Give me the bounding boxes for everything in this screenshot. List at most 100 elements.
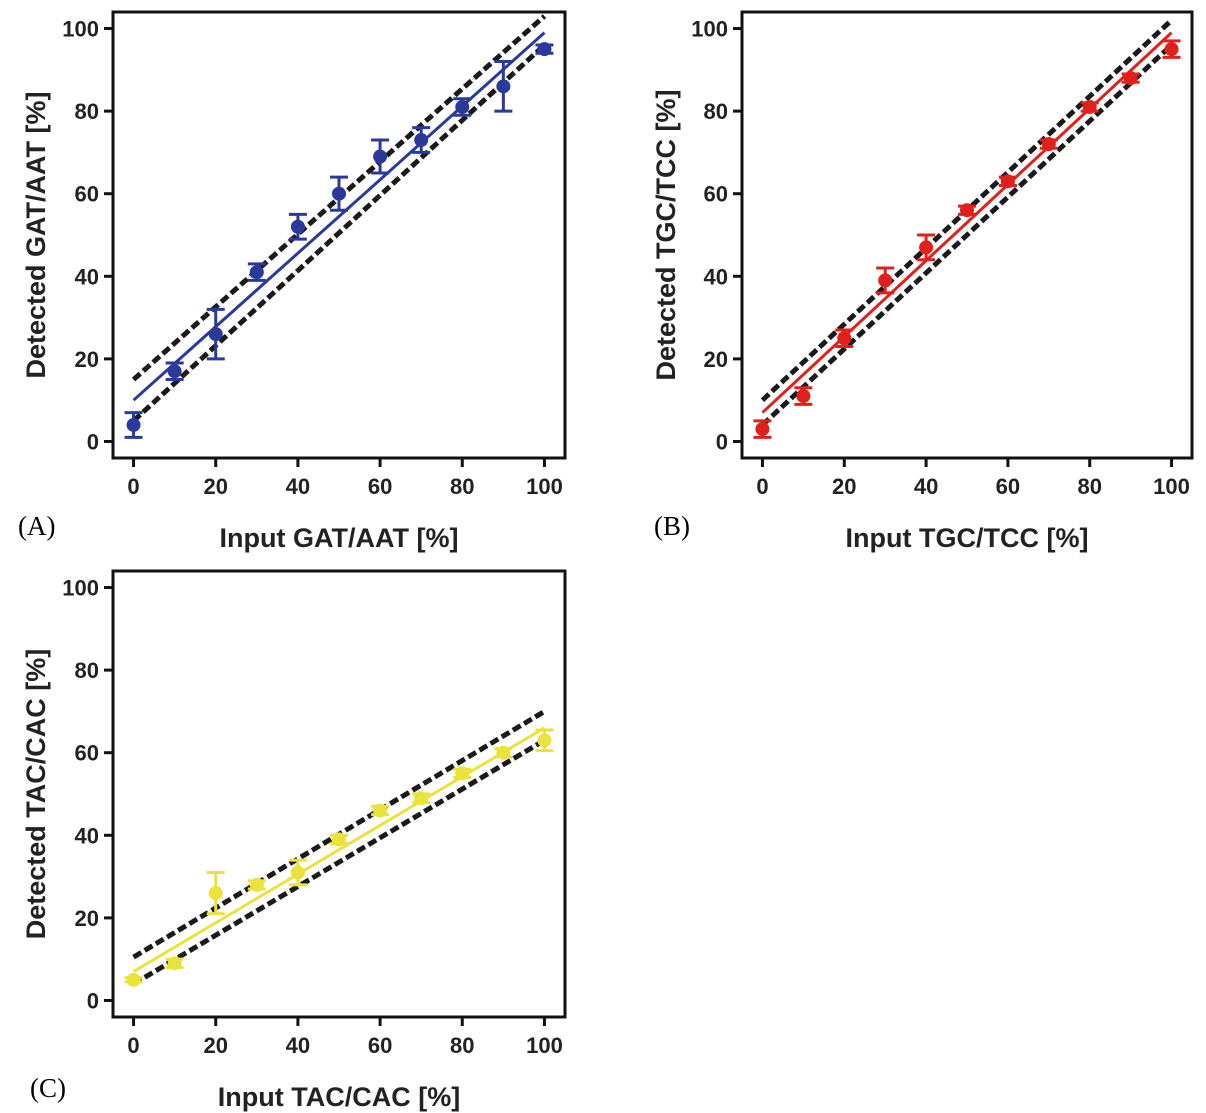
data-point [414, 791, 429, 806]
panel-label: (A) [18, 511, 55, 541]
y-tick-label: 0 [87, 988, 99, 1013]
plot-frame [111, 10, 567, 460]
data-point [1164, 42, 1179, 57]
x-axis-label: Input TAC/CAC [%] [218, 1082, 460, 1112]
data-point [373, 803, 388, 818]
data-point [290, 865, 305, 880]
chart-panel-c: 0 20 40 60 80 100 0 20 40 60 80 100 Input TAC/CAC [… [21, 569, 567, 1112]
axis-ticks: 0 20 40 60 80 100 0 20 40 60 80 100 [62, 17, 563, 499]
fit-line [761, 31, 1173, 414]
data-point [1041, 137, 1056, 152]
y-tick-label: 60 [704, 182, 728, 207]
y-tick-label: 100 [62, 17, 99, 42]
x-tick-label: 100 [526, 1033, 563, 1058]
y-tick-label: 100 [691, 17, 728, 42]
chart-panel-a: 0 20 40 60 80 100 0 20 40 60 80 100 Input GAT/AAT [… [18, 10, 567, 553]
data-point [878, 273, 893, 288]
x-axis-label: Input TGC/TCC [%] [846, 523, 1089, 553]
axis-ticks: 0 20 40 60 80 100 0 20 40 60 80 100 [62, 576, 563, 1058]
y-tick-label: 40 [75, 264, 99, 289]
data-point [126, 417, 141, 432]
x-tick-label: 40 [286, 474, 310, 499]
data-point [167, 956, 182, 971]
y-tick-label: 20 [704, 347, 728, 372]
confidence-band-lower [760, 43, 1174, 427]
axis-ticks: 0 20 40 60 80 100 0 20 40 60 80 100 [691, 17, 1190, 499]
data-point [249, 877, 264, 892]
y-tick-label: 20 [75, 347, 99, 372]
data-point [208, 327, 223, 342]
x-tick-label: 0 [756, 474, 768, 499]
x-tick-label: 0 [127, 474, 139, 499]
plot-frame [740, 10, 1194, 460]
data-point [373, 149, 388, 164]
data-point [537, 733, 552, 748]
plot-frame [111, 569, 567, 1019]
y-tick-label: 60 [75, 182, 99, 207]
data-point [332, 832, 346, 847]
panel-label: (B) [654, 511, 690, 541]
y-tick-label: 20 [75, 906, 99, 931]
data-point [249, 265, 264, 280]
x-tick-label: 100 [1153, 474, 1190, 499]
y-axis-label: Detected TAC/CAC [%] [21, 649, 51, 940]
x-tick-label: 60 [368, 474, 392, 499]
x-axis-label: Input GAT/AAT [%] [220, 523, 459, 553]
y-tick-label: 80 [75, 99, 99, 124]
confidence-band-lower [131, 43, 547, 423]
fit-line [132, 31, 546, 402]
y-tick-label: 80 [75, 658, 99, 683]
y-tick-label: 40 [704, 264, 728, 289]
confidence-band-lower [132, 738, 546, 987]
data-point [1123, 71, 1138, 86]
x-tick-label: 40 [914, 474, 938, 499]
data-points [755, 42, 1179, 437]
fit-line-group [132, 31, 546, 402]
x-tick-label: 60 [996, 474, 1020, 499]
y-tick-label: 0 [716, 429, 728, 454]
x-tick-label: 100 [526, 474, 563, 499]
data-point [126, 972, 141, 987]
y-tick-label: 0 [87, 429, 99, 454]
chart-panel-b: 0 20 40 60 80 100 0 20 40 60 80 100 Input TGC/TCC [… [651, 10, 1194, 553]
fit-line-group [132, 726, 546, 973]
data-point [837, 331, 852, 346]
panel-label: (C) [30, 1073, 66, 1103]
data-point [414, 133, 429, 148]
x-tick-label: 80 [1077, 474, 1101, 499]
data-point [796, 389, 811, 404]
y-axis-label: Detected TGC/TCC [%] [651, 89, 681, 380]
data-point [167, 364, 182, 379]
y-tick-label: 40 [75, 823, 99, 848]
data-point [537, 42, 552, 57]
data-point [208, 886, 223, 901]
data-point [919, 240, 934, 255]
fit-line [132, 726, 546, 973]
y-tick-label: 100 [62, 576, 99, 601]
x-tick-label: 80 [450, 474, 474, 499]
y-tick-label: 80 [704, 99, 728, 124]
x-tick-label: 20 [832, 474, 856, 499]
data-point [1000, 174, 1015, 189]
data-point [496, 745, 511, 760]
x-tick-label: 60 [368, 1033, 392, 1058]
data-point [455, 766, 470, 781]
fit-line-group [761, 31, 1173, 414]
data-point [496, 79, 511, 94]
data-points [126, 42, 552, 432]
data-point [755, 422, 770, 437]
data-points [126, 733, 552, 987]
y-axis-label: Detected GAT/AAT [%] [21, 91, 51, 378]
x-tick-label: 80 [450, 1033, 474, 1058]
x-tick-label: 20 [203, 1033, 227, 1058]
y-tick-label: 60 [75, 741, 99, 766]
data-point [1082, 99, 1097, 114]
data-point [290, 219, 305, 234]
x-tick-label: 40 [286, 1033, 310, 1058]
data-point [332, 186, 346, 201]
x-tick-label: 20 [203, 474, 227, 499]
data-point [455, 99, 470, 114]
data-point [960, 203, 974, 218]
x-tick-label: 0 [127, 1033, 139, 1058]
